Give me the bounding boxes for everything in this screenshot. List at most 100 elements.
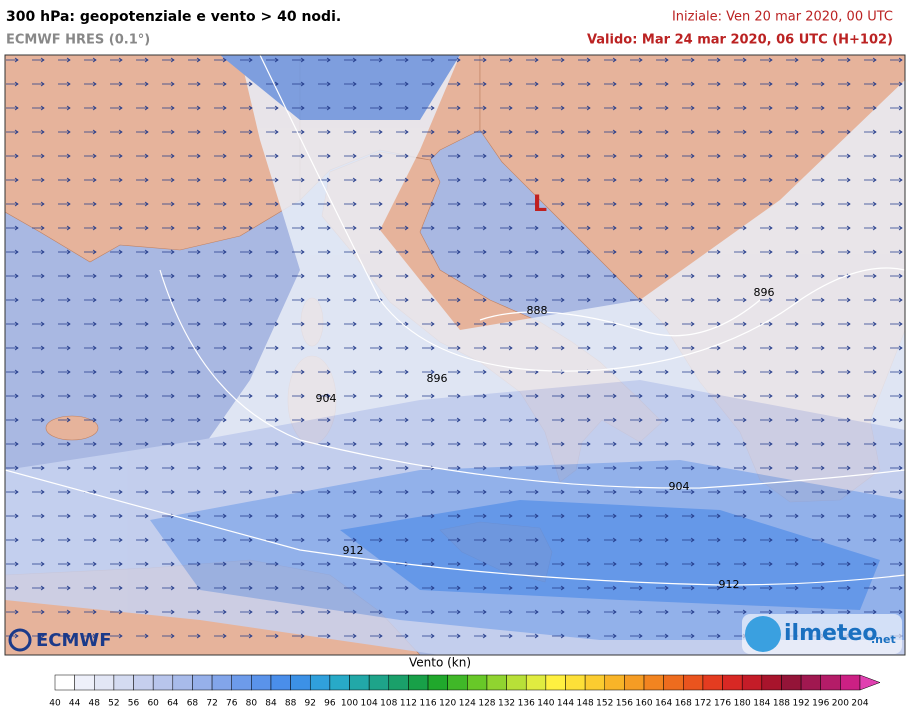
colorbar-tick-label: 192 (793, 699, 810, 709)
contour-label: 888 (527, 304, 548, 317)
colorbar-label: Vento (kn) (409, 656, 471, 670)
colorbar-tick-label: 152 (596, 699, 613, 709)
colorbar-box (408, 674, 429, 691)
colorbar-tick-label: 96 (324, 699, 336, 709)
colorbar-box (761, 674, 782, 691)
colorbar-tick-label: 156 (616, 699, 633, 709)
map-frame (4, 54, 906, 656)
colorbar-box (702, 674, 723, 691)
colorbar-tick-label: 144 (557, 699, 574, 709)
colorbar-box (741, 674, 763, 691)
colorbar-tick-label: 172 (694, 699, 711, 709)
colorbar-tick-label: 176 (714, 699, 731, 709)
colorbar-tick-label: 196 (812, 699, 829, 709)
init-time: Iniziale: Ven 20 mar 2020, 00 UTC (672, 10, 893, 25)
colorbar-box (545, 674, 566, 691)
colorbar-box (192, 674, 213, 691)
colorbar-arrow (859, 674, 881, 691)
colorbar-tick-label: 56 (128, 699, 140, 709)
colorbar-tick-label: 112 (400, 699, 417, 709)
colorbar-tick-label: 148 (577, 699, 594, 709)
logo-right-suffix: .net (871, 633, 896, 646)
colorbar-box (251, 674, 272, 691)
colorbar-box (525, 674, 547, 691)
colorbar-tick-label: 140 (537, 699, 554, 709)
colorbar-box (506, 674, 527, 691)
title: 300 hPa: geopotenziale e vento > 40 nodi… (6, 9, 341, 25)
colorbar-box (781, 674, 802, 691)
logo-left: ECMWF (36, 630, 112, 651)
colorbar-tick-label: 88 (285, 699, 297, 709)
colorbar-tick-label: 104 (361, 699, 378, 709)
colorbar-tick-label: 124 (459, 699, 476, 709)
colorbar-tick-label: 128 (478, 699, 495, 709)
colorbar-tick-label: 204 (851, 699, 868, 709)
colorbar-tick-label: 188 (773, 699, 790, 709)
colorbar-box (447, 674, 468, 691)
colorbar-tick-label: 168 (675, 699, 692, 709)
colorbar-tick-label: 108 (380, 699, 397, 709)
colorbar-box (329, 674, 350, 691)
colorbar-tick-label: 68 (187, 699, 199, 709)
contour-label: 896 (427, 372, 448, 385)
colorbar-tick-label: 92 (305, 699, 316, 709)
map: L 888 896 896 904 904 912 912 ECMWF ilme… (5, 55, 905, 655)
colorbar-box (133, 674, 154, 691)
colorbar-tick-label: 80 (246, 699, 258, 709)
colorbar-tick-label: 160 (635, 699, 652, 709)
valid-time: Valido: Mar 24 mar 2020, 06 UTC (H+102) (587, 33, 893, 48)
colorbar-box (800, 674, 821, 691)
contour-label: 904 (316, 392, 337, 405)
model: ECMWF HRES (0.1°) (6, 33, 150, 48)
colorbar-box (388, 674, 409, 691)
colorbar-box (172, 674, 193, 691)
colorbar-tick-label: 164 (655, 699, 672, 709)
colorbar-tick-label: 52 (108, 699, 119, 709)
colorbar-tick-label: 60 (147, 699, 159, 709)
colorbar-box (349, 674, 370, 691)
colorbar-box (663, 674, 684, 691)
low-marker: L (533, 192, 547, 217)
colorbar-box (309, 674, 331, 691)
colorbar-tick-label: 132 (498, 699, 515, 709)
colorbar-box (231, 674, 252, 691)
colorbar-box (565, 674, 586, 691)
colorbar-box (113, 674, 134, 691)
colorbar-tick-label: 48 (89, 699, 101, 709)
colorbar-box (643, 674, 664, 691)
colorbar-tick-label: 200 (832, 699, 849, 709)
colorbar-tick-label: 180 (734, 699, 751, 709)
colorbar-box (152, 674, 174, 691)
colorbar-box (270, 674, 291, 691)
colorbar-tick-label: 64 (167, 699, 179, 709)
colorbar-tick-label: 136 (518, 699, 535, 709)
colorbar-box (584, 674, 606, 691)
colorbar: 40 44 48 52 56 60 64 68 72 76 80 84 88 92 96 100 104 108 1… (49, 674, 881, 709)
colorbar-tick-label: 120 (439, 699, 456, 709)
colorbar-box (74, 674, 95, 691)
colorbar-tick-label: 44 (69, 699, 81, 709)
colorbar-box (427, 674, 448, 691)
colorbar-tick-label: 184 (753, 699, 770, 709)
colorbar-box (722, 674, 743, 691)
colorbar-box (211, 674, 232, 691)
colorbar-box (683, 674, 704, 691)
ecmwf-logo: ECMWF (8, 628, 112, 652)
colorbar-box (467, 674, 488, 691)
colorbar-box (368, 674, 390, 691)
contour-label: 904 (669, 480, 690, 493)
colorbar-box (94, 674, 115, 691)
colorbar-tick-label: 84 (265, 699, 277, 709)
colorbar-tick-label: 116 (419, 699, 436, 709)
colorbar-box (604, 674, 625, 691)
contour-label: 896 (754, 286, 775, 299)
ilmeteo-logo: ilmeteo .net (742, 614, 902, 654)
colorbar-box (486, 674, 507, 691)
colorbar-box (820, 674, 841, 691)
contour-label: 912 (719, 578, 740, 591)
colorbar-box (624, 674, 645, 691)
logo-right: ilmeteo (784, 621, 877, 646)
colorbar-tick-label: 100 (341, 699, 358, 709)
colorbar-box (290, 674, 311, 691)
